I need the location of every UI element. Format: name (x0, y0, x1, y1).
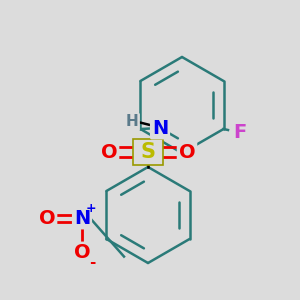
Text: -: - (89, 254, 95, 269)
Text: N: N (74, 208, 90, 227)
Text: F: F (233, 122, 247, 142)
Text: H: H (126, 115, 138, 130)
Text: O: O (101, 142, 117, 161)
Text: S: S (140, 142, 155, 162)
Text: N: N (152, 118, 168, 137)
FancyBboxPatch shape (133, 139, 163, 165)
Text: O: O (39, 208, 55, 227)
Text: O: O (179, 142, 195, 161)
Text: +: + (86, 202, 96, 215)
Text: O: O (74, 244, 90, 262)
